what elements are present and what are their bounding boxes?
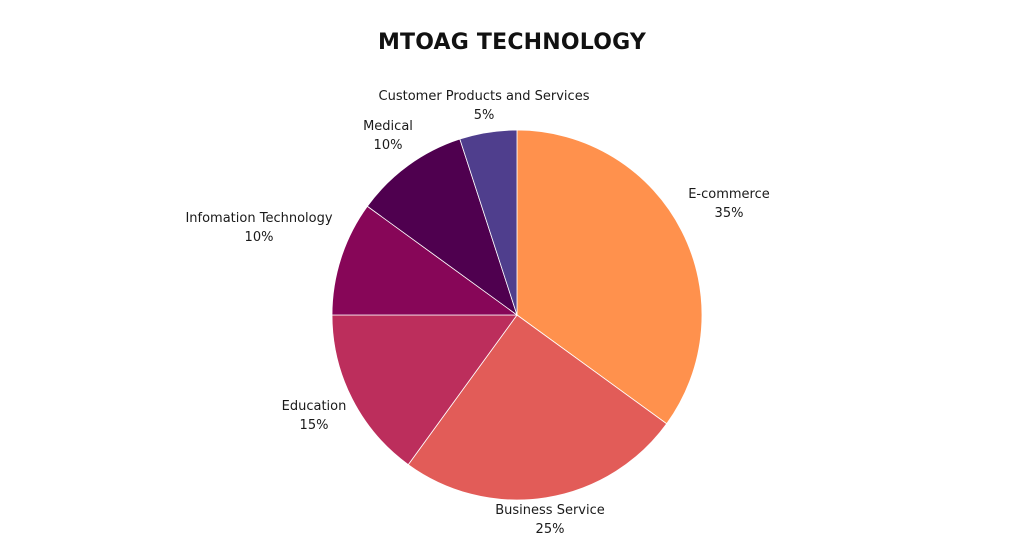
pie-slice-business-service [407,314,668,501]
slice-label: Medical [363,119,413,134]
slice-label: Education [282,399,347,414]
pie-labels: E-commerce 35% Business Service 25% Educatio… [185,89,769,537]
slice-label: E-commerce [688,187,770,202]
chart-title: MTOAG TECHNOLOGY [377,30,647,55]
slice-value-label: 5% [474,108,495,123]
slice-value-label: 35% [715,206,744,221]
pie-slice-infomation-technology [331,205,519,316]
slice-value-label: 15% [300,418,329,433]
pie-slices [331,129,703,501]
slice-value-label: 10% [374,138,403,153]
slice-label: Infomation Technology [185,211,332,226]
pie-slice-e-commerce [516,129,703,425]
pie-slice-medical [366,138,518,317]
slice-value-label: 25% [536,522,565,537]
slice-label: Customer Products and Services [379,89,590,104]
pie-slice-education [331,314,518,466]
pie-slice-customer-products-and-services [459,129,518,316]
slice-label: Business Service [495,503,605,518]
slice-value-label: 10% [245,230,274,245]
